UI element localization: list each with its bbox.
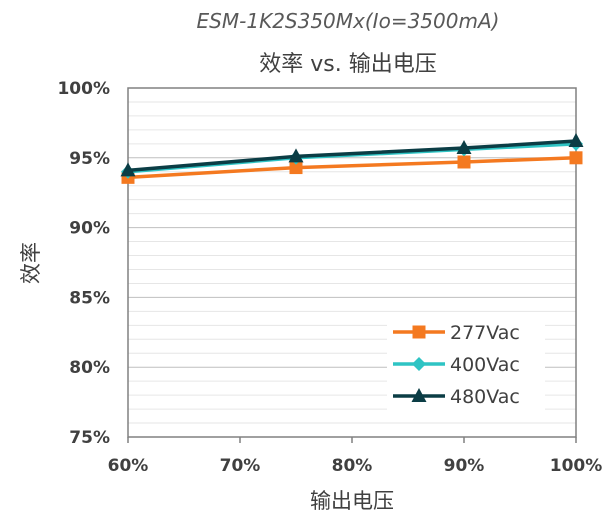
y-tick-label: 100% xyxy=(57,79,110,99)
y-tick-label: 80% xyxy=(69,358,110,378)
x-tick-label: 70% xyxy=(220,456,261,476)
legend-marker-400vac xyxy=(412,357,426,371)
y-tick-label: 90% xyxy=(69,219,110,239)
series-line-277vac xyxy=(127,156,577,180)
x-tick-label: 90% xyxy=(444,456,485,476)
data-point-480vac xyxy=(568,133,584,148)
x-axis-ticks: 60% 70% 80% 90% 100% xyxy=(108,437,603,476)
y-tick-label: 75% xyxy=(69,428,110,448)
y-axis-ticks: 75% 80% 85% 90% 95% 100% xyxy=(57,79,110,448)
legend-marker-277vac xyxy=(412,325,426,339)
series-group xyxy=(120,133,584,184)
chart-subtitle: 效率 vs. 输出电压 xyxy=(259,52,436,77)
x-axis-label: 输出电压 xyxy=(310,489,394,513)
data-point-277vac xyxy=(569,151,583,165)
legend-label-480vac: 480Vac xyxy=(450,386,520,408)
chart-title: ESM-1K2S350Mx(Io=3500mA) xyxy=(197,9,500,33)
data-point-480vac xyxy=(456,140,472,155)
y-axis-label: 效率 xyxy=(19,242,43,284)
x-tick-label: 100% xyxy=(550,456,603,476)
legend: 277Vac 400Vac 480Vac xyxy=(387,316,545,416)
y-tick-label: 85% xyxy=(69,288,110,308)
series-line-480vac xyxy=(127,139,577,173)
data-point-277vac xyxy=(457,155,471,169)
x-tick-label: 80% xyxy=(332,456,373,476)
legend-marker-480vac xyxy=(411,388,427,402)
x-tick-label: 60% xyxy=(108,456,149,476)
grid-lines xyxy=(128,101,576,424)
data-point-480vac xyxy=(288,148,304,163)
legend-label-277vac: 277Vac xyxy=(450,322,520,344)
legend-label-400vac: 400Vac xyxy=(450,354,520,376)
data-point-277vac xyxy=(289,161,303,175)
data-point-480vac xyxy=(120,162,136,177)
y-tick-label: 95% xyxy=(69,149,110,169)
